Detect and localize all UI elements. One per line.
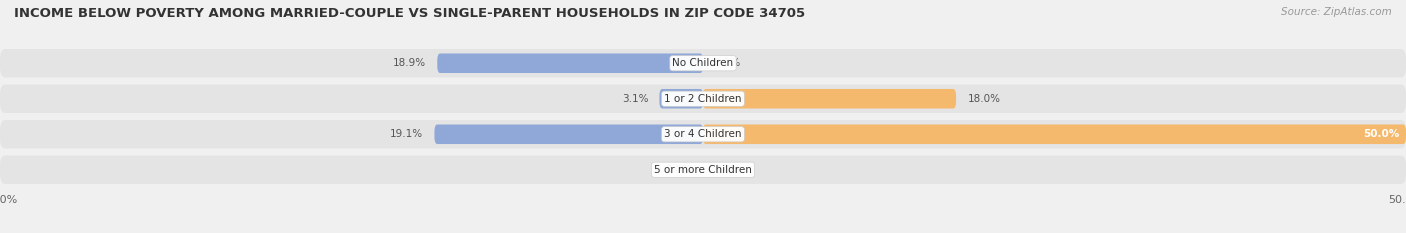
FancyBboxPatch shape bbox=[703, 89, 956, 109]
FancyBboxPatch shape bbox=[434, 124, 703, 144]
Text: 50.0%: 50.0% bbox=[1362, 129, 1399, 139]
Text: Source: ZipAtlas.com: Source: ZipAtlas.com bbox=[1281, 7, 1392, 17]
Text: No Children: No Children bbox=[672, 58, 734, 68]
FancyBboxPatch shape bbox=[0, 85, 1406, 113]
Text: 19.1%: 19.1% bbox=[389, 129, 423, 139]
FancyBboxPatch shape bbox=[437, 54, 703, 73]
Text: 18.0%: 18.0% bbox=[967, 94, 1000, 104]
Text: 0.0%: 0.0% bbox=[665, 165, 692, 175]
Text: 3 or 4 Children: 3 or 4 Children bbox=[664, 129, 742, 139]
Text: 1 or 2 Children: 1 or 2 Children bbox=[664, 94, 742, 104]
Text: 18.9%: 18.9% bbox=[392, 58, 426, 68]
Text: 0.0%: 0.0% bbox=[714, 58, 741, 68]
FancyBboxPatch shape bbox=[0, 120, 1406, 148]
Text: 5 or more Children: 5 or more Children bbox=[654, 165, 752, 175]
FancyBboxPatch shape bbox=[703, 124, 1406, 144]
FancyBboxPatch shape bbox=[659, 89, 703, 109]
FancyBboxPatch shape bbox=[0, 156, 1406, 184]
Text: 0.0%: 0.0% bbox=[714, 165, 741, 175]
Text: INCOME BELOW POVERTY AMONG MARRIED-COUPLE VS SINGLE-PARENT HOUSEHOLDS IN ZIP COD: INCOME BELOW POVERTY AMONG MARRIED-COUPL… bbox=[14, 7, 806, 20]
Text: 3.1%: 3.1% bbox=[621, 94, 648, 104]
FancyBboxPatch shape bbox=[0, 49, 1406, 77]
